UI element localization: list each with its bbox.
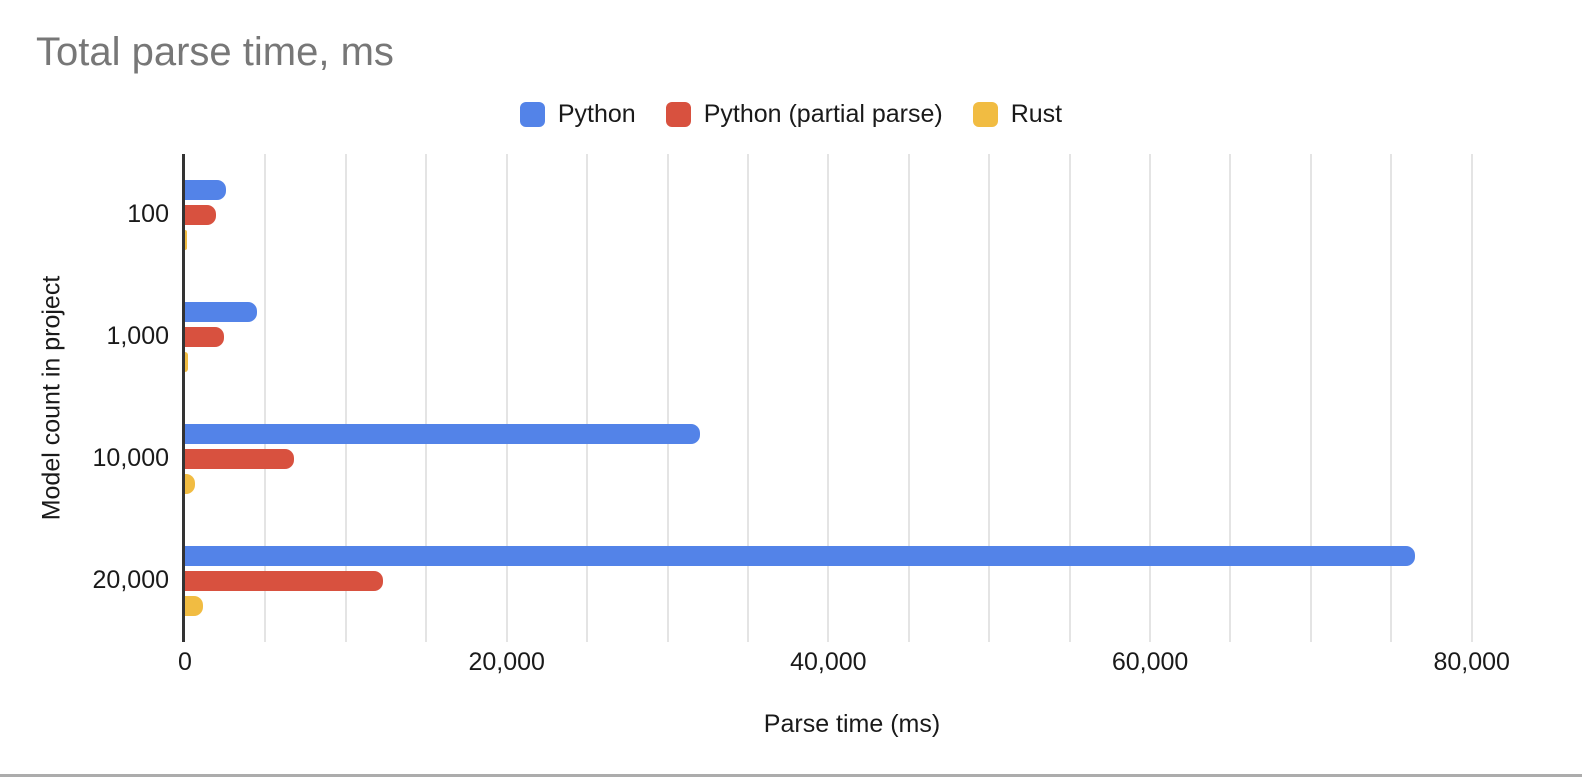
x-tick-label-80-000: 80,000: [1433, 648, 1510, 676]
gridline-50000: [988, 154, 991, 642]
category-band-20-000: [185, 520, 1520, 642]
gridline-25000: [586, 154, 589, 642]
legend-item-python-partial-parse[interactable]: Python (partial parse): [665, 99, 943, 129]
bar-python-10-000[interactable]: [185, 424, 700, 444]
bar-rust-10-000[interactable]: [185, 474, 196, 494]
gridline-35000: [746, 154, 749, 642]
gridline-30000: [666, 154, 669, 642]
gridline-15000: [425, 154, 428, 642]
bar-python-partial-parse-100[interactable]: [185, 205, 216, 225]
x-tick-label-40-000: 40,000: [790, 648, 867, 676]
bar-rust-1-000[interactable]: [185, 352, 188, 372]
legend: Python Python (partial parse) Rust: [0, 99, 1582, 129]
gridline-20000: [505, 154, 508, 642]
legend-item-rust[interactable]: Rust: [972, 99, 1063, 129]
legend-swatch-python: [519, 101, 545, 127]
x-tick-label-20-000: 20,000: [468, 648, 545, 676]
gridline-40000: [827, 154, 830, 642]
category-band-1-000: [185, 276, 1520, 398]
bar-python-partial-parse-1-000[interactable]: [185, 327, 224, 347]
legend-label-python-partial-parse: Python (partial parse): [703, 99, 943, 128]
gridline-65000: [1229, 154, 1232, 642]
y-tick-label-10-000: 10,000: [92, 444, 169, 472]
bar-python-20-000[interactable]: [185, 546, 1416, 566]
gridline-60000: [1149, 154, 1152, 642]
gridline-10000: [344, 154, 347, 642]
gridline-55000: [1068, 154, 1071, 642]
bar-rust-20-000[interactable]: [185, 596, 203, 616]
chart-title: Total parse time, ms: [36, 30, 394, 74]
category-band-10-000: [185, 398, 1520, 520]
bar-rust-100[interactable]: [185, 230, 187, 250]
gridline-75000: [1390, 154, 1393, 642]
legend-label-rust: Rust: [1010, 99, 1063, 128]
bar-python-partial-parse-20-000[interactable]: [185, 571, 383, 591]
plot-area: [182, 154, 1520, 642]
gridline-45000: [907, 154, 910, 642]
gridline-70000: [1309, 154, 1312, 642]
gridline-5000: [264, 154, 267, 642]
y-axis-title: Model count in project: [37, 275, 66, 521]
category-band-100: [185, 154, 1520, 276]
bar-python-100[interactable]: [185, 180, 226, 200]
x-tick-label-0: 0: [178, 648, 192, 676]
window-bottom-border: [0, 774, 1582, 777]
gridline-80000: [1470, 154, 1473, 642]
legend-swatch-rust: [972, 101, 998, 127]
legend-swatch-python-partial-parse: [665, 101, 691, 127]
bar-python-1-000[interactable]: [185, 302, 258, 322]
x-axis-title: Parse time (ms): [763, 710, 941, 738]
y-tick-label-100: 100: [127, 200, 169, 228]
legend-item-python[interactable]: Python: [519, 99, 636, 129]
y-axis-line: [182, 154, 185, 642]
y-tick-label-1-000: 1,000: [106, 322, 169, 350]
legend-label-python: Python: [557, 99, 636, 128]
y-tick-label-20-000: 20,000: [92, 566, 169, 594]
x-tick-label-60-000: 60,000: [1111, 648, 1189, 676]
bar-python-partial-parse-10-000[interactable]: [185, 449, 295, 469]
